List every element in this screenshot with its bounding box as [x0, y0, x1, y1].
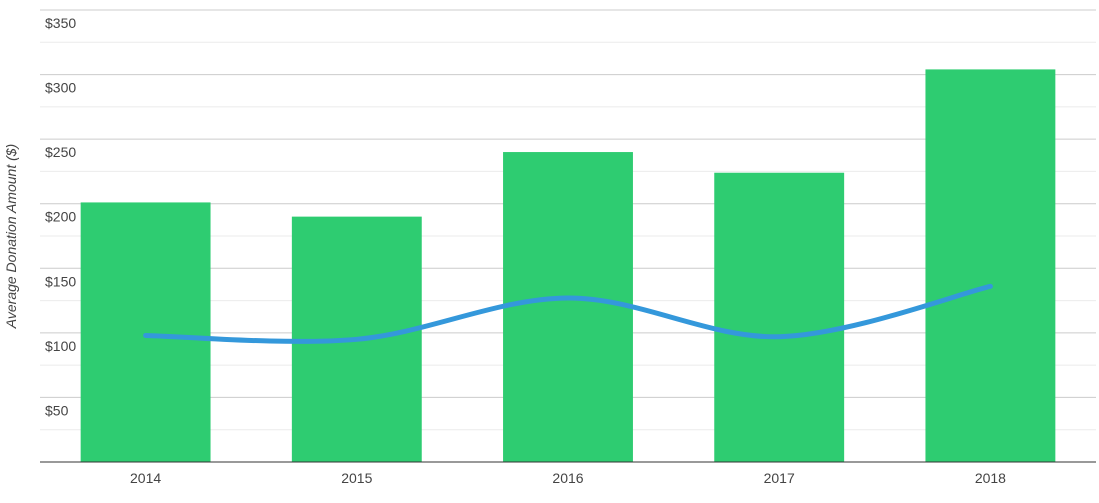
x-tick-label: 2014 [130, 470, 161, 486]
y-axis-label: Average Donation Amount ($) [3, 144, 19, 329]
bar-2014 [80, 202, 211, 462]
y-tick-label: $350 [45, 15, 76, 31]
x-tick-label: 2018 [975, 470, 1006, 486]
y-tick-label: $150 [45, 273, 76, 289]
y-tick-label: $200 [45, 209, 76, 225]
trend-line-path [143, 283, 993, 344]
y-axis-ticks: $50 $100 $150 $200 $250 $300 $350 [45, 15, 76, 418]
y-tick-label: $300 [45, 80, 76, 96]
x-axis-ticks: 2014 2015 2016 2017 2018 [130, 470, 1006, 486]
y-tick-label: $100 [45, 338, 76, 354]
bar-2016 [503, 152, 633, 463]
x-tick-label: 2016 [552, 470, 583, 486]
bars [80, 69, 1056, 463]
trend-line [143, 283, 993, 344]
bar-2017 [714, 172, 845, 462]
bar-2018 [925, 69, 1056, 463]
x-tick-label: 2017 [764, 470, 795, 486]
x-tick-label: 2015 [341, 470, 372, 486]
y-tick-label: $50 [45, 402, 69, 418]
y-tick-label: $250 [45, 144, 76, 160]
